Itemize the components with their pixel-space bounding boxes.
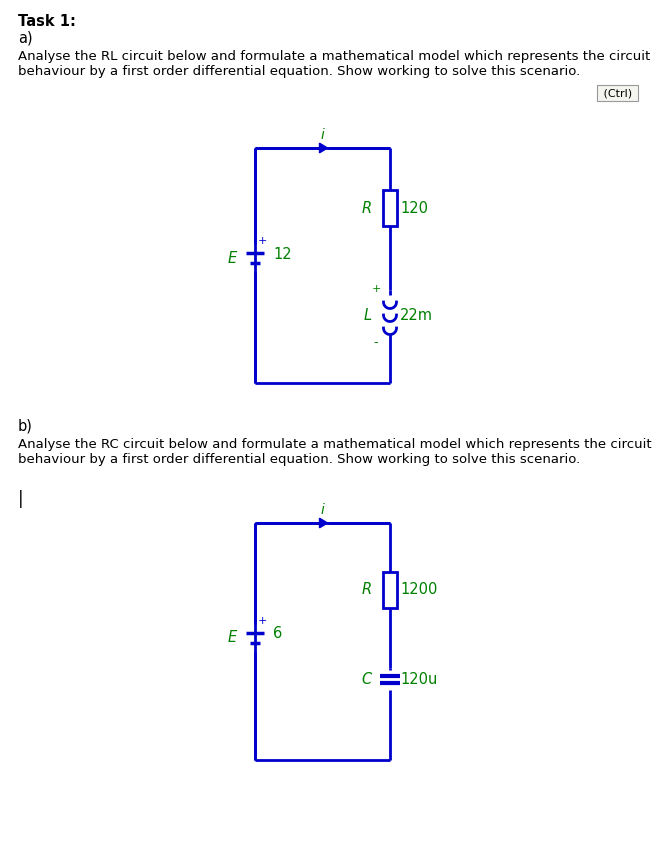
Bar xyxy=(383,190,397,226)
Text: C: C xyxy=(361,672,372,688)
Bar xyxy=(383,572,397,608)
Text: 120: 120 xyxy=(400,200,428,216)
Text: R: R xyxy=(362,583,372,597)
Polygon shape xyxy=(320,143,328,153)
Text: i: i xyxy=(320,128,324,142)
Text: 22m: 22m xyxy=(400,307,433,323)
Text: (Ctrl): (Ctrl) xyxy=(600,88,636,98)
Text: Analyse the RL circuit below and formulate a mathematical model which represents: Analyse the RL circuit below and formula… xyxy=(18,50,650,78)
Text: -: - xyxy=(374,337,378,350)
Text: Analyse the RC circuit below and formulate a mathematical model which represents: Analyse the RC circuit below and formula… xyxy=(18,438,651,466)
Text: +: + xyxy=(258,616,267,626)
Text: 120u: 120u xyxy=(400,672,438,688)
Text: a): a) xyxy=(18,30,32,45)
Text: i: i xyxy=(320,503,324,517)
Text: 6: 6 xyxy=(273,627,282,641)
Text: +: + xyxy=(258,236,267,246)
Text: b): b) xyxy=(18,418,33,433)
Text: Task 1:: Task 1: xyxy=(18,14,76,29)
Polygon shape xyxy=(320,518,328,528)
Text: 12: 12 xyxy=(273,247,292,261)
Text: E: E xyxy=(228,250,237,266)
Text: R: R xyxy=(362,200,372,216)
Text: 1200: 1200 xyxy=(400,583,438,597)
Text: |: | xyxy=(18,490,24,508)
Text: +: + xyxy=(371,284,381,293)
Text: L: L xyxy=(364,307,372,323)
Text: E: E xyxy=(228,631,237,646)
